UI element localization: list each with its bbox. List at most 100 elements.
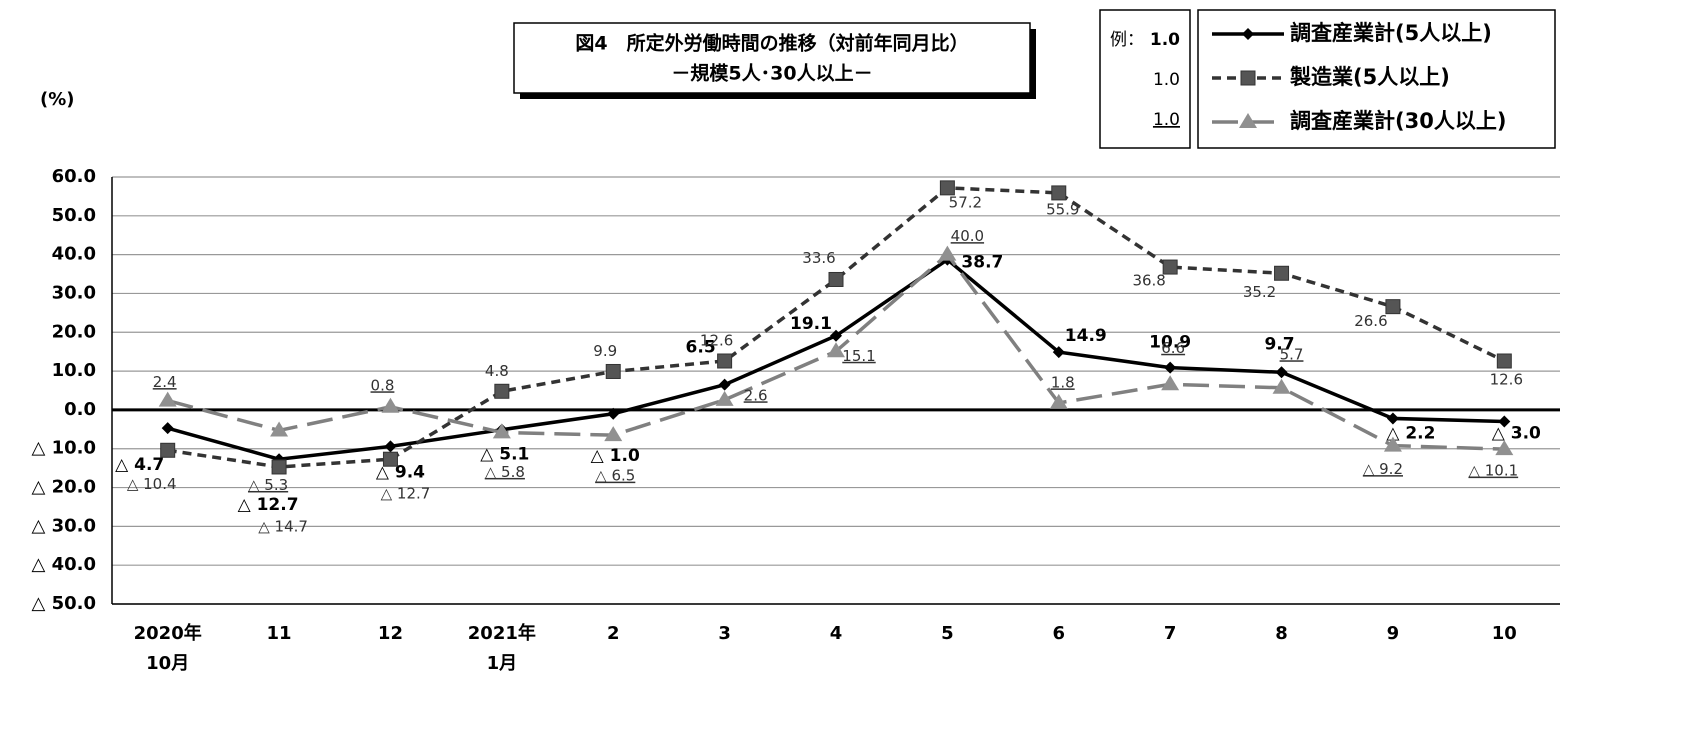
data-label: 14.9 bbox=[1065, 326, 1107, 346]
marker bbox=[494, 383, 510, 399]
data-label: △ 10.1 bbox=[1468, 462, 1518, 480]
data-label: 38.7 bbox=[961, 253, 1003, 273]
data-label: △ 9.2 bbox=[1363, 460, 1403, 478]
marker bbox=[1496, 353, 1512, 369]
legend-label: 製造業(5人以上) bbox=[1289, 65, 1450, 89]
chart-subtitle: －規模5人･30人以上－ bbox=[671, 62, 872, 85]
y-tick-label: 40.0 bbox=[52, 244, 96, 265]
marker bbox=[717, 353, 733, 369]
title-box bbox=[513, 22, 1031, 94]
y-tick-label: △ 40.0 bbox=[31, 554, 96, 575]
marker bbox=[1272, 378, 1291, 394]
series: 2.4 △ 5.3 0.8 △ 5.8 △ 6.5 2.6 15.1 40.0 1.8 6.6 5.… bbox=[153, 227, 1518, 494]
series-line bbox=[167, 186, 1506, 469]
x-tick-label: 11 bbox=[267, 623, 292, 644]
y-tick-label: 20.0 bbox=[52, 321, 96, 342]
y-tick-label: △ 20.0 bbox=[31, 477, 96, 498]
marker bbox=[1495, 440, 1514, 456]
marker bbox=[161, 422, 174, 435]
marker bbox=[1275, 366, 1288, 379]
data-label: △ 9.4 bbox=[376, 462, 425, 482]
marker bbox=[1052, 346, 1065, 359]
marker bbox=[1164, 361, 1177, 374]
data-label: 5.7 bbox=[1280, 345, 1304, 363]
marker bbox=[1383, 436, 1402, 452]
marker bbox=[1240, 70, 1256, 86]
marker bbox=[1239, 113, 1257, 128]
legend-example-sample: 1.0 bbox=[1153, 110, 1180, 130]
marker bbox=[718, 378, 731, 391]
marker bbox=[1386, 412, 1399, 425]
x-tick-label: 4 bbox=[830, 623, 843, 644]
legend-example-sample: 1.0 bbox=[1150, 30, 1180, 50]
data-label: 55.9 bbox=[1046, 200, 1079, 218]
data-label: 19.1 bbox=[790, 314, 832, 334]
marker bbox=[492, 423, 511, 439]
marker bbox=[827, 342, 845, 358]
marker bbox=[270, 421, 289, 437]
data-label: △ 5.3 bbox=[248, 476, 288, 494]
marker bbox=[1385, 299, 1401, 315]
x-tick-label: 3 bbox=[718, 623, 731, 644]
legend-example-box bbox=[1099, 9, 1191, 149]
data-label: △ 6.5 bbox=[595, 467, 635, 485]
data-label: △ 3.0 bbox=[1492, 424, 1541, 444]
marker bbox=[158, 391, 177, 407]
x-tick-label: 5 bbox=[941, 623, 954, 644]
marker bbox=[830, 329, 842, 342]
x-tick-label: 10 bbox=[1492, 623, 1517, 644]
marker bbox=[607, 407, 620, 420]
data-label: 10.9 bbox=[1149, 333, 1191, 353]
x-tick-label: 9 bbox=[1387, 623, 1400, 644]
data-label: 1.8 bbox=[1051, 373, 1075, 391]
marker bbox=[271, 459, 287, 475]
data-label: 36.8 bbox=[1132, 272, 1165, 290]
data-label: △ 14.7 bbox=[258, 517, 308, 535]
y-tick-label: △ 30.0 bbox=[31, 515, 96, 536]
marker bbox=[1274, 265, 1290, 281]
data-label: 0.8 bbox=[371, 376, 395, 394]
data-label: 12.6 bbox=[1490, 370, 1523, 388]
marker bbox=[828, 271, 844, 287]
marker bbox=[384, 440, 397, 453]
data-label: 15.1 bbox=[842, 347, 875, 365]
data-label: △ 12.7 bbox=[238, 495, 299, 515]
data-label: △ 4.7 bbox=[115, 455, 164, 475]
y-axis-label: (%) bbox=[40, 89, 75, 110]
marker bbox=[938, 245, 957, 261]
marker bbox=[604, 426, 623, 442]
data-label: 33.6 bbox=[802, 249, 835, 267]
y-tick-label: △ 50.0 bbox=[31, 593, 96, 614]
legend-label: 調査産業計(5人以上) bbox=[1290, 21, 1492, 45]
data-label: 4.8 bbox=[485, 362, 509, 380]
marker bbox=[381, 397, 400, 413]
marker bbox=[1498, 415, 1511, 428]
x-tick-label: 2 bbox=[607, 623, 620, 644]
data-label: 26.6 bbox=[1354, 312, 1387, 330]
marker bbox=[939, 180, 955, 196]
data-label: 2.4 bbox=[153, 373, 177, 391]
marker bbox=[1242, 28, 1254, 40]
marker bbox=[715, 390, 734, 406]
y-tick-label: 0.0 bbox=[64, 399, 96, 420]
marker bbox=[160, 442, 176, 458]
marker bbox=[1161, 375, 1180, 391]
data-label: △ 5.8 bbox=[485, 463, 525, 481]
marker bbox=[382, 451, 398, 467]
data-label: △ 10.4 bbox=[127, 475, 177, 493]
data-label: △ 5.1 bbox=[480, 445, 529, 465]
x-tick-label: 8 bbox=[1275, 623, 1288, 644]
x-tick-label: 2021年 1月 bbox=[468, 622, 536, 674]
marker bbox=[1162, 259, 1178, 275]
data-label: △ 1.0 bbox=[591, 446, 640, 466]
legend-label: 調査産業計(30人以上) bbox=[1290, 109, 1506, 133]
data-label: 35.2 bbox=[1243, 283, 1276, 301]
data-label: 12.6 bbox=[700, 331, 733, 349]
marker bbox=[1051, 185, 1067, 201]
data-label: 40.0 bbox=[951, 227, 984, 245]
y-tick-label: 10.0 bbox=[52, 360, 96, 381]
data-label: 2.6 bbox=[744, 386, 768, 404]
data-label: 9.7 bbox=[1264, 334, 1294, 354]
x-tick-label: 7 bbox=[1164, 623, 1177, 644]
